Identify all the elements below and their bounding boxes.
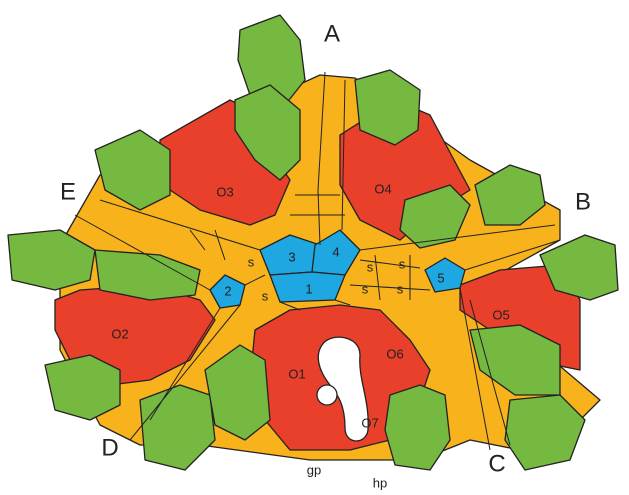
oral-label: O5 xyxy=(492,307,509,322)
ray-label: D xyxy=(101,434,118,461)
ray-label: A xyxy=(324,20,340,47)
oral-label: O4 xyxy=(374,181,391,196)
pore-label: gp xyxy=(307,462,321,477)
arm-plates xyxy=(7,14,619,471)
central-label: 5 xyxy=(437,270,444,285)
central-label: 2 xyxy=(224,283,231,298)
pore-label: hp xyxy=(373,475,387,490)
central-label: 3 xyxy=(288,249,295,264)
small-plate-label: s xyxy=(399,256,406,271)
ray-label: C xyxy=(488,450,505,477)
oral-label: O1 xyxy=(288,366,305,381)
oral-plates xyxy=(54,99,581,451)
small-plate-label: s xyxy=(397,281,404,296)
oral-label: O6 xyxy=(386,346,403,361)
small-plate-label: s xyxy=(248,254,255,269)
small-plate-label: s xyxy=(262,288,269,303)
suture-lines xyxy=(74,71,561,451)
central-plates xyxy=(209,229,466,309)
oral-label: O3 xyxy=(216,184,233,199)
central-label: 1 xyxy=(305,281,312,296)
oral-label: O2 xyxy=(111,326,128,341)
central-label: 4 xyxy=(332,244,339,259)
ray-label: E xyxy=(60,178,76,205)
small-plate-label: s xyxy=(362,281,369,296)
oral-label: O7 xyxy=(361,415,378,430)
small-plate-label: s xyxy=(367,259,374,274)
ray-label: B xyxy=(575,188,591,215)
